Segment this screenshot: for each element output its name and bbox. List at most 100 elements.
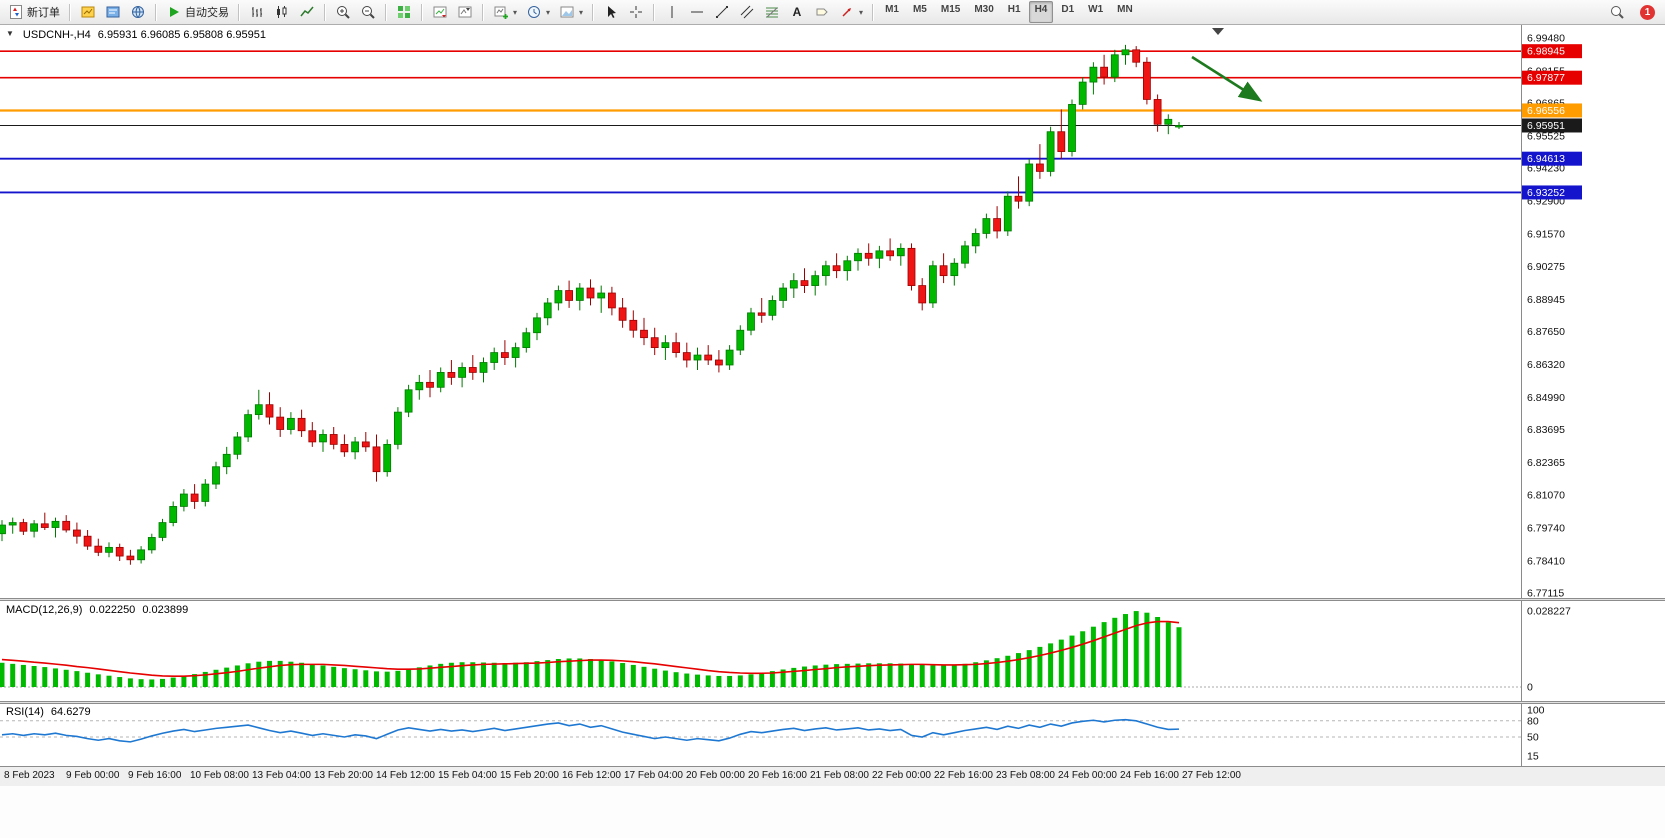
text-icon: A	[793, 5, 802, 19]
svg-text:6.87650: 6.87650	[1527, 326, 1565, 338]
timeframe-m1-button[interactable]: M1	[885, 4, 899, 15]
clock-icon	[528, 6, 541, 18]
timeframe-mn-button[interactable]: MN	[1117, 4, 1133, 15]
rsi-value: 64.6279	[50, 706, 91, 718]
timeframe-d1-button[interactable]: D1	[1061, 4, 1075, 15]
notification-badge[interactable]: 1	[1640, 4, 1655, 20]
separator	[155, 3, 157, 21]
svg-text:6.88945: 6.88945	[1527, 294, 1565, 306]
zoom-out-button[interactable]	[356, 1, 380, 23]
terminal-button[interactable]	[126, 1, 150, 23]
svg-text:6.95525: 6.95525	[1527, 131, 1565, 143]
macd-panel[interactable]: 0.028227 0	[0, 601, 1665, 701]
svg-text:6.79740: 6.79740	[1527, 522, 1565, 534]
panel-splitter	[0, 766, 1665, 767]
chevron-down-icon: ▾	[859, 7, 864, 17]
arrows-button[interactable]: ▾	[835, 1, 867, 23]
bar-chart-button[interactable]	[245, 1, 269, 23]
panel-splitter[interactable]	[0, 598, 1665, 601]
navigator-button[interactable]	[101, 1, 125, 23]
fibonacci-button[interactable]	[760, 1, 784, 23]
svg-text:6.99480: 6.99480	[1527, 32, 1565, 44]
tile-windows-button[interactable]	[392, 1, 416, 23]
zoom-in-button[interactable]	[331, 1, 355, 23]
rsi-line	[1, 718, 1180, 743]
cursor-button[interactable]	[599, 1, 623, 23]
crosshair-button[interactable]	[624, 1, 648, 23]
chevron-down-icon: ▾	[546, 7, 551, 17]
trendline-button[interactable]	[710, 1, 734, 23]
tag-icon	[816, 8, 828, 16]
periods-button[interactable]: ▾	[522, 1, 554, 23]
new-chart-button[interactable]: ▾	[489, 1, 521, 23]
channel-icon	[740, 5, 754, 19]
line-chart-button[interactable]	[295, 1, 319, 23]
rsi-panel[interactable]: 100 80 50 15	[0, 704, 1665, 766]
panel-splitter[interactable]	[0, 701, 1665, 704]
market-watch-icon	[81, 6, 95, 18]
timeframe-h4-button[interactable]: H4	[1028, 1, 1054, 23]
bottom-space	[0, 786, 1665, 838]
price-chart-canvas[interactable]: 6.994806.981556.968656.955256.942306.929…	[0, 25, 1665, 598]
macd-axis-labels: 0.028227 0	[1527, 606, 1571, 694]
time-axis-label: 21 Feb 08:00	[810, 770, 869, 781]
auto-scroll-button[interactable]	[428, 1, 452, 23]
new-order-button[interactable]: 新订单	[4, 1, 64, 23]
time-axis-label: 22 Feb 00:00	[872, 770, 931, 781]
chevron-down-icon: ▾	[513, 7, 518, 17]
timeframe-w1-button[interactable]: W1	[1088, 4, 1104, 15]
price-axis-labels[interactable]: 6.994806.981556.968656.955256.942306.929…	[1527, 32, 1565, 598]
horizontal-line-button[interactable]	[685, 1, 709, 23]
svg-text:0: 0	[1527, 682, 1533, 694]
separator	[592, 3, 595, 21]
time-axis-label: 9 Feb 00:00	[66, 770, 120, 781]
new-order-icon	[10, 5, 22, 19]
chart-shift-marker[interactable]	[1212, 28, 1224, 35]
autotrading-button[interactable]: 自动交易	[162, 1, 233, 23]
svg-text:6.77115: 6.77115	[1527, 587, 1564, 598]
svg-text:6.94230: 6.94230	[1527, 163, 1565, 175]
svg-text:6.97877: 6.97877	[1527, 72, 1565, 84]
horizontal-line-icon	[691, 11, 704, 13]
search-button[interactable]	[1605, 1, 1629, 23]
ohlc-values: 6.95931 6.96085 6.95808 6.95951	[97, 29, 266, 41]
tile-windows-icon	[398, 6, 410, 18]
separator	[69, 3, 71, 21]
zoom-in-icon	[337, 6, 350, 19]
time-axis-label: 27 Feb 12:00	[1182, 770, 1241, 781]
svg-text:15: 15	[1527, 750, 1539, 762]
time-axis-label: 16 Feb 12:00	[562, 770, 621, 781]
svg-text:6.96556: 6.96556	[1527, 105, 1565, 117]
one-click-trading-toggle[interactable]: ▼	[6, 29, 14, 38]
svg-text:6.98945: 6.98945	[1527, 46, 1565, 58]
text-label-button[interactable]	[810, 1, 834, 23]
price-chart-panel[interactable]: 6.994806.981556.968656.955256.942306.929…	[0, 25, 1665, 598]
svg-text:6.83695: 6.83695	[1527, 424, 1565, 436]
chart-shift-button[interactable]	[453, 1, 477, 23]
svg-text:6.78410: 6.78410	[1527, 555, 1565, 567]
timeframe-m5-button[interactable]: M5	[912, 4, 927, 15]
separator	[421, 3, 423, 21]
candlestick-chart-button[interactable]	[270, 1, 294, 23]
text-button[interactable]: A	[785, 1, 809, 23]
time-axis-label: 15 Feb 20:00	[500, 770, 559, 781]
macd-canvas[interactable]: 0.028227 0	[0, 601, 1665, 701]
time-axis-label: 23 Feb 08:00	[996, 770, 1055, 781]
timeframe-m30-button[interactable]: M30	[974, 4, 994, 15]
timeframe-m15-button[interactable]: M15	[940, 4, 961, 15]
macd-signal-line	[1, 620, 1180, 678]
horizontal-line-objects[interactable]	[0, 50, 1521, 194]
rsi-name: RSI(14)	[6, 706, 44, 718]
channel-button[interactable]	[735, 1, 759, 23]
market-watch-button[interactable]	[76, 1, 100, 23]
trend-arrow-annotation[interactable]	[1191, 55, 1263, 102]
vertical-line-button[interactable]	[660, 1, 684, 23]
svg-text:6.91570: 6.91570	[1527, 229, 1565, 241]
templates-button[interactable]: ▾	[555, 1, 587, 23]
separator	[653, 3, 656, 21]
candlestick-chart-icon	[277, 6, 287, 18]
timeframe-h1-button[interactable]: H1	[1007, 4, 1021, 15]
time-axis[interactable]: 8 Feb 2023 9 Feb 00:00 9 Feb 16:00 10 Feb 0…	[0, 767, 1665, 786]
